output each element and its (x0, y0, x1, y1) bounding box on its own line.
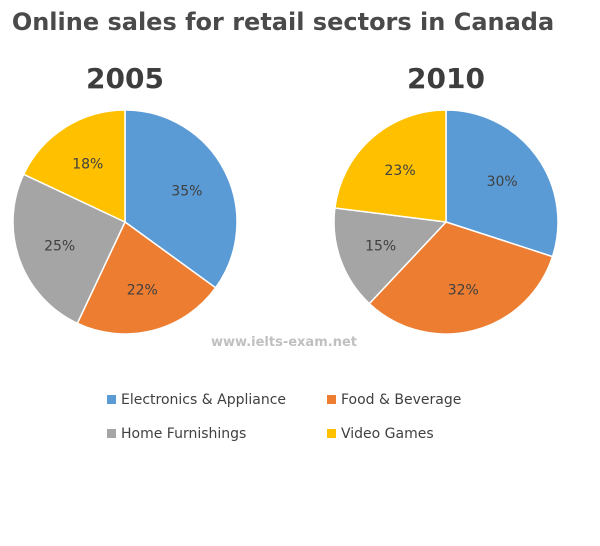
pie-slice-2010-electronics-and-appliance (445, 109, 559, 258)
legend-label-electronics-and-appliance: Electronics & Appliance (121, 392, 286, 408)
legend-swatch-electronics-and-appliance (107, 395, 116, 404)
data-label-2010-video-games: 23% (385, 163, 416, 179)
pie-slice-2010-food-and-beverage (368, 221, 554, 335)
data-label-2005-video-games: 18% (72, 156, 103, 172)
data-label-2010-home-furnishings: 15% (365, 239, 396, 255)
pie-title-2010: 2010 (407, 62, 485, 95)
legend-swatch-food-and-beverage (327, 395, 336, 404)
legend-label-home-furnishings: Home Furnishings (121, 426, 246, 442)
pie-slice-2005-electronics-and-appliance (124, 109, 238, 289)
legend-swatch-home-furnishings (107, 429, 116, 438)
watermark-text: www.ielts-exam.net (211, 335, 357, 350)
pie-title-2005: 2005 (86, 62, 164, 95)
pie-slice-2010-home-furnishings (333, 207, 448, 305)
legend: Electronics & Appliance Food & Beverage Ho… (107, 392, 461, 442)
data-label-2005-food-and-beverage: 22% (127, 282, 158, 298)
data-label-2005-electronics-and-appliance: 35% (171, 183, 202, 199)
legend-label-video-games: Video Games (341, 426, 434, 442)
data-label-2005-home-furnishings: 25% (44, 239, 75, 255)
chart-title: Online sales for retail sectors in Canad… (12, 8, 554, 36)
data-label-2010-food-and-beverage: 32% (448, 282, 479, 298)
pie-slice-2005-home-furnishings (12, 173, 126, 325)
pie-slice-2005-video-games (22, 109, 126, 224)
legend-swatch-video-games (327, 429, 336, 438)
legend-label-food-and-beverage: Food & Beverage (341, 392, 461, 408)
data-label-2010-electronics-and-appliance: 30% (487, 174, 518, 190)
pie-slice-2010-video-games (334, 109, 447, 223)
pie-2005: 35% 22% 25% 18% (12, 109, 238, 335)
pie-2010: 30% 32% 15% 23% (333, 109, 559, 335)
